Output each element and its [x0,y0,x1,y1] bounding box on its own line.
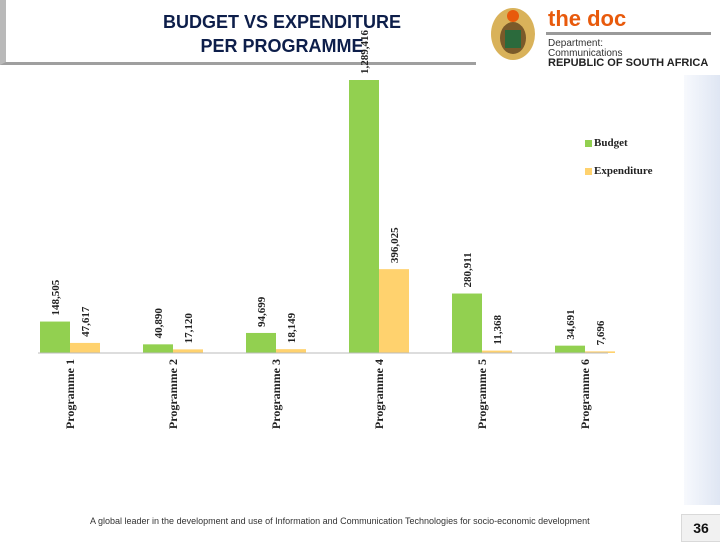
category-label-4: Programme 4 [372,359,386,429]
legend-expenditure-swatch [585,167,592,175]
side-decoration [684,75,720,505]
value-label-expenditure-4: 396,025 [389,227,401,263]
labels-group: 148,505 47,617 Programme 1 40,890 17,120 Prog… [50,30,607,430]
legend-expenditure: Expenditure [585,165,652,177]
bar-budget-5 [452,293,482,353]
legend-budget: Budget [585,137,628,149]
logo-department: Department: [548,38,604,49]
category-label-1: Programme 1 [63,359,77,429]
value-label-expenditure-2: 17,120 [183,313,195,344]
bar-expenditure-3 [276,349,306,353]
bar-expenditure-1 [70,342,100,353]
value-label-expenditure-3: 18,149 [286,312,298,343]
coat-of-arms-icon [491,8,535,60]
bar-budget-6 [555,345,585,353]
value-label-budget-1: 148,505 [50,279,62,315]
value-label-budget-6: 34,691 [565,309,577,339]
title-line-1: BUDGET VS EXPENDITURE [162,12,402,32]
page-number: 36 [681,514,720,542]
value-label-budget-2: 40,890 [153,308,165,339]
bar-budget-3 [246,332,276,353]
legend-expenditure-label: Expenditure [594,165,653,177]
bar-budget-1 [40,321,70,353]
brand-name: the doc [548,6,627,31]
value-label-budget-3: 94,699 [256,296,268,327]
category-label-6: Programme 6 [578,359,592,429]
bar-expenditure-4 [379,269,409,353]
page-title: BUDGET VS EXPENDITURE PER PROGRAMME [102,10,462,58]
department-logo: the doc Department: Communications REPUB… [483,2,711,70]
bar-budget-4 [349,80,379,353]
bars-group [40,80,615,353]
title-bar: BUDGET VS EXPENDITURE PER PROGRAMME [0,0,476,65]
category-label-3: Programme 3 [269,359,283,429]
bar-expenditure-6 [585,351,615,353]
bar-expenditure-5 [482,350,512,353]
logo-country: REPUBLIC OF SOUTH AFRICA [548,57,709,69]
category-label-2: Programme 2 [166,359,180,429]
logo-divider [546,32,711,35]
value-label-budget-5: 280,911 [462,252,474,287]
legend-budget-label: Budget [594,137,628,149]
title-line-2: PER PROGRAMME [200,36,364,56]
bar-expenditure-2 [173,349,203,353]
footer-tagline: A global leader in the development and u… [90,516,590,526]
value-label-expenditure-6: 7,696 [595,320,607,345]
value-label-budget-4: 1,289,416 [359,30,371,75]
value-label-expenditure-1: 47,617 [80,306,92,337]
category-label-5: Programme 5 [475,359,489,429]
logo-communications: Communications [548,48,623,59]
bar-budget-2 [143,344,173,353]
value-label-expenditure-5: 11,368 [492,314,504,344]
legend-budget-swatch [585,139,592,147]
